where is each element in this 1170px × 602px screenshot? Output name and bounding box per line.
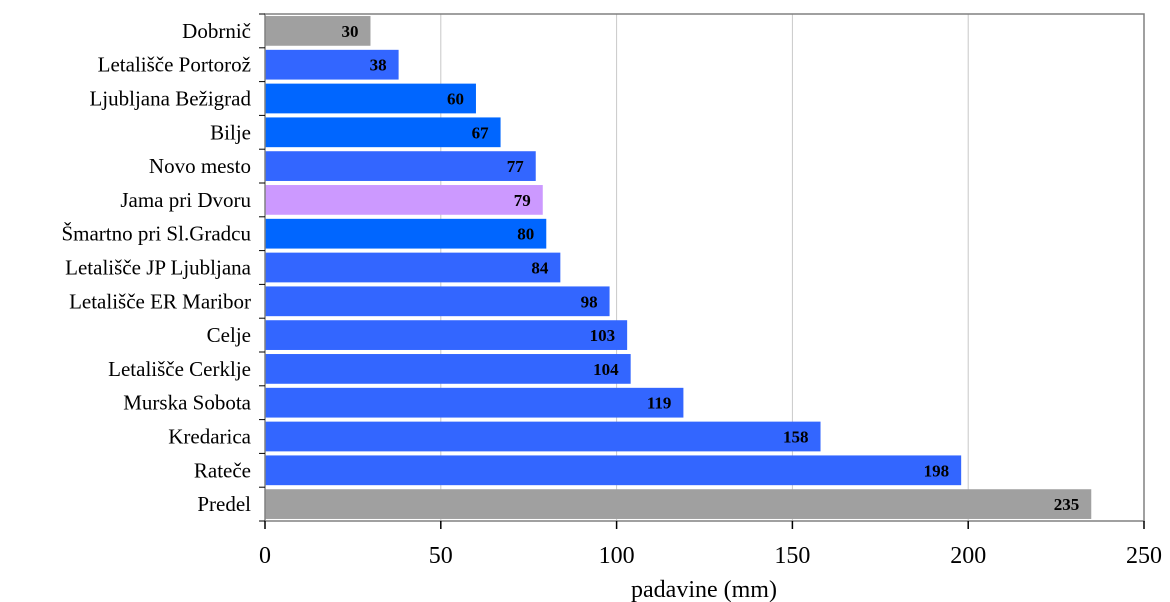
bar: [265, 185, 543, 215]
data-label: 77: [507, 157, 525, 176]
category-labels: Dobrnič Letališče Portorož Ljubljana Bežig…: [61, 19, 251, 516]
data-label: 104: [593, 360, 619, 379]
x-tick-label: 200: [950, 543, 986, 569]
bar: [265, 286, 610, 317]
bar: [265, 49, 399, 80]
category-label: Novo mesto: [149, 154, 251, 178]
x-axis: 0 50 100 150 200 250: [259, 13, 1162, 569]
x-tick-label: 50: [429, 543, 453, 569]
bar: [265, 421, 821, 452]
category-label: Kredarica: [168, 425, 251, 449]
x-tick-label: 0: [259, 543, 271, 569]
bar: [265, 354, 631, 384]
data-label: 98: [581, 292, 598, 311]
plot-area-border: [264, 13, 1145, 522]
bar: [265, 387, 684, 418]
bar: [265, 252, 561, 283]
data-label: 103: [590, 326, 616, 345]
bars: [265, 16, 1092, 519]
data-label: 119: [647, 394, 672, 413]
bar: [265, 117, 501, 148]
category-label: Jama pri Dvoru: [120, 188, 251, 212]
x-tick-label: 100: [599, 543, 635, 569]
category-label: Ljubljana Bežigrad: [89, 87, 251, 111]
category-label: Predel: [197, 492, 251, 516]
data-label: 235: [1054, 495, 1080, 514]
category-label: Letališče Portorož: [98, 53, 251, 77]
data-label: 80: [517, 225, 534, 244]
x-tick-label: 250: [1126, 543, 1162, 569]
data-label: 60: [447, 90, 464, 109]
data-label: 198: [924, 461, 950, 480]
data-label: 84: [531, 259, 549, 278]
category-label: Rateče: [194, 458, 251, 482]
bar: [265, 16, 371, 46]
data-label: 30: [341, 22, 358, 41]
bar: [265, 151, 536, 181]
data-label: 79: [514, 191, 531, 210]
category-label: Murska Sobota: [123, 391, 251, 415]
data-label: 67: [472, 123, 490, 142]
bar: [265, 489, 1092, 519]
x-tick-label: 150: [774, 543, 810, 569]
x-axis-title: padavine (mm): [631, 577, 777, 602]
category-label: Letališče Cerklje: [108, 357, 251, 381]
data-label: 38: [370, 56, 387, 75]
bar: [265, 455, 962, 486]
bar: [265, 320, 628, 350]
category-label: Celje: [207, 323, 251, 347]
data-labels: 30 38 60 67 77 79 80 84 98 103 104 119 158 198 235: [341, 22, 1079, 514]
bar: [265, 218, 547, 249]
category-label: Bilje: [210, 120, 251, 144]
bar: [265, 83, 476, 114]
category-label: Letališče JP Ljubljana: [65, 256, 252, 280]
category-label: Šmartno pri Sl.Gradcu: [61, 222, 251, 246]
data-label: 158: [783, 428, 809, 447]
category-label: Letališče ER Maribor: [69, 289, 251, 313]
category-label: Dobrnič: [182, 19, 251, 43]
